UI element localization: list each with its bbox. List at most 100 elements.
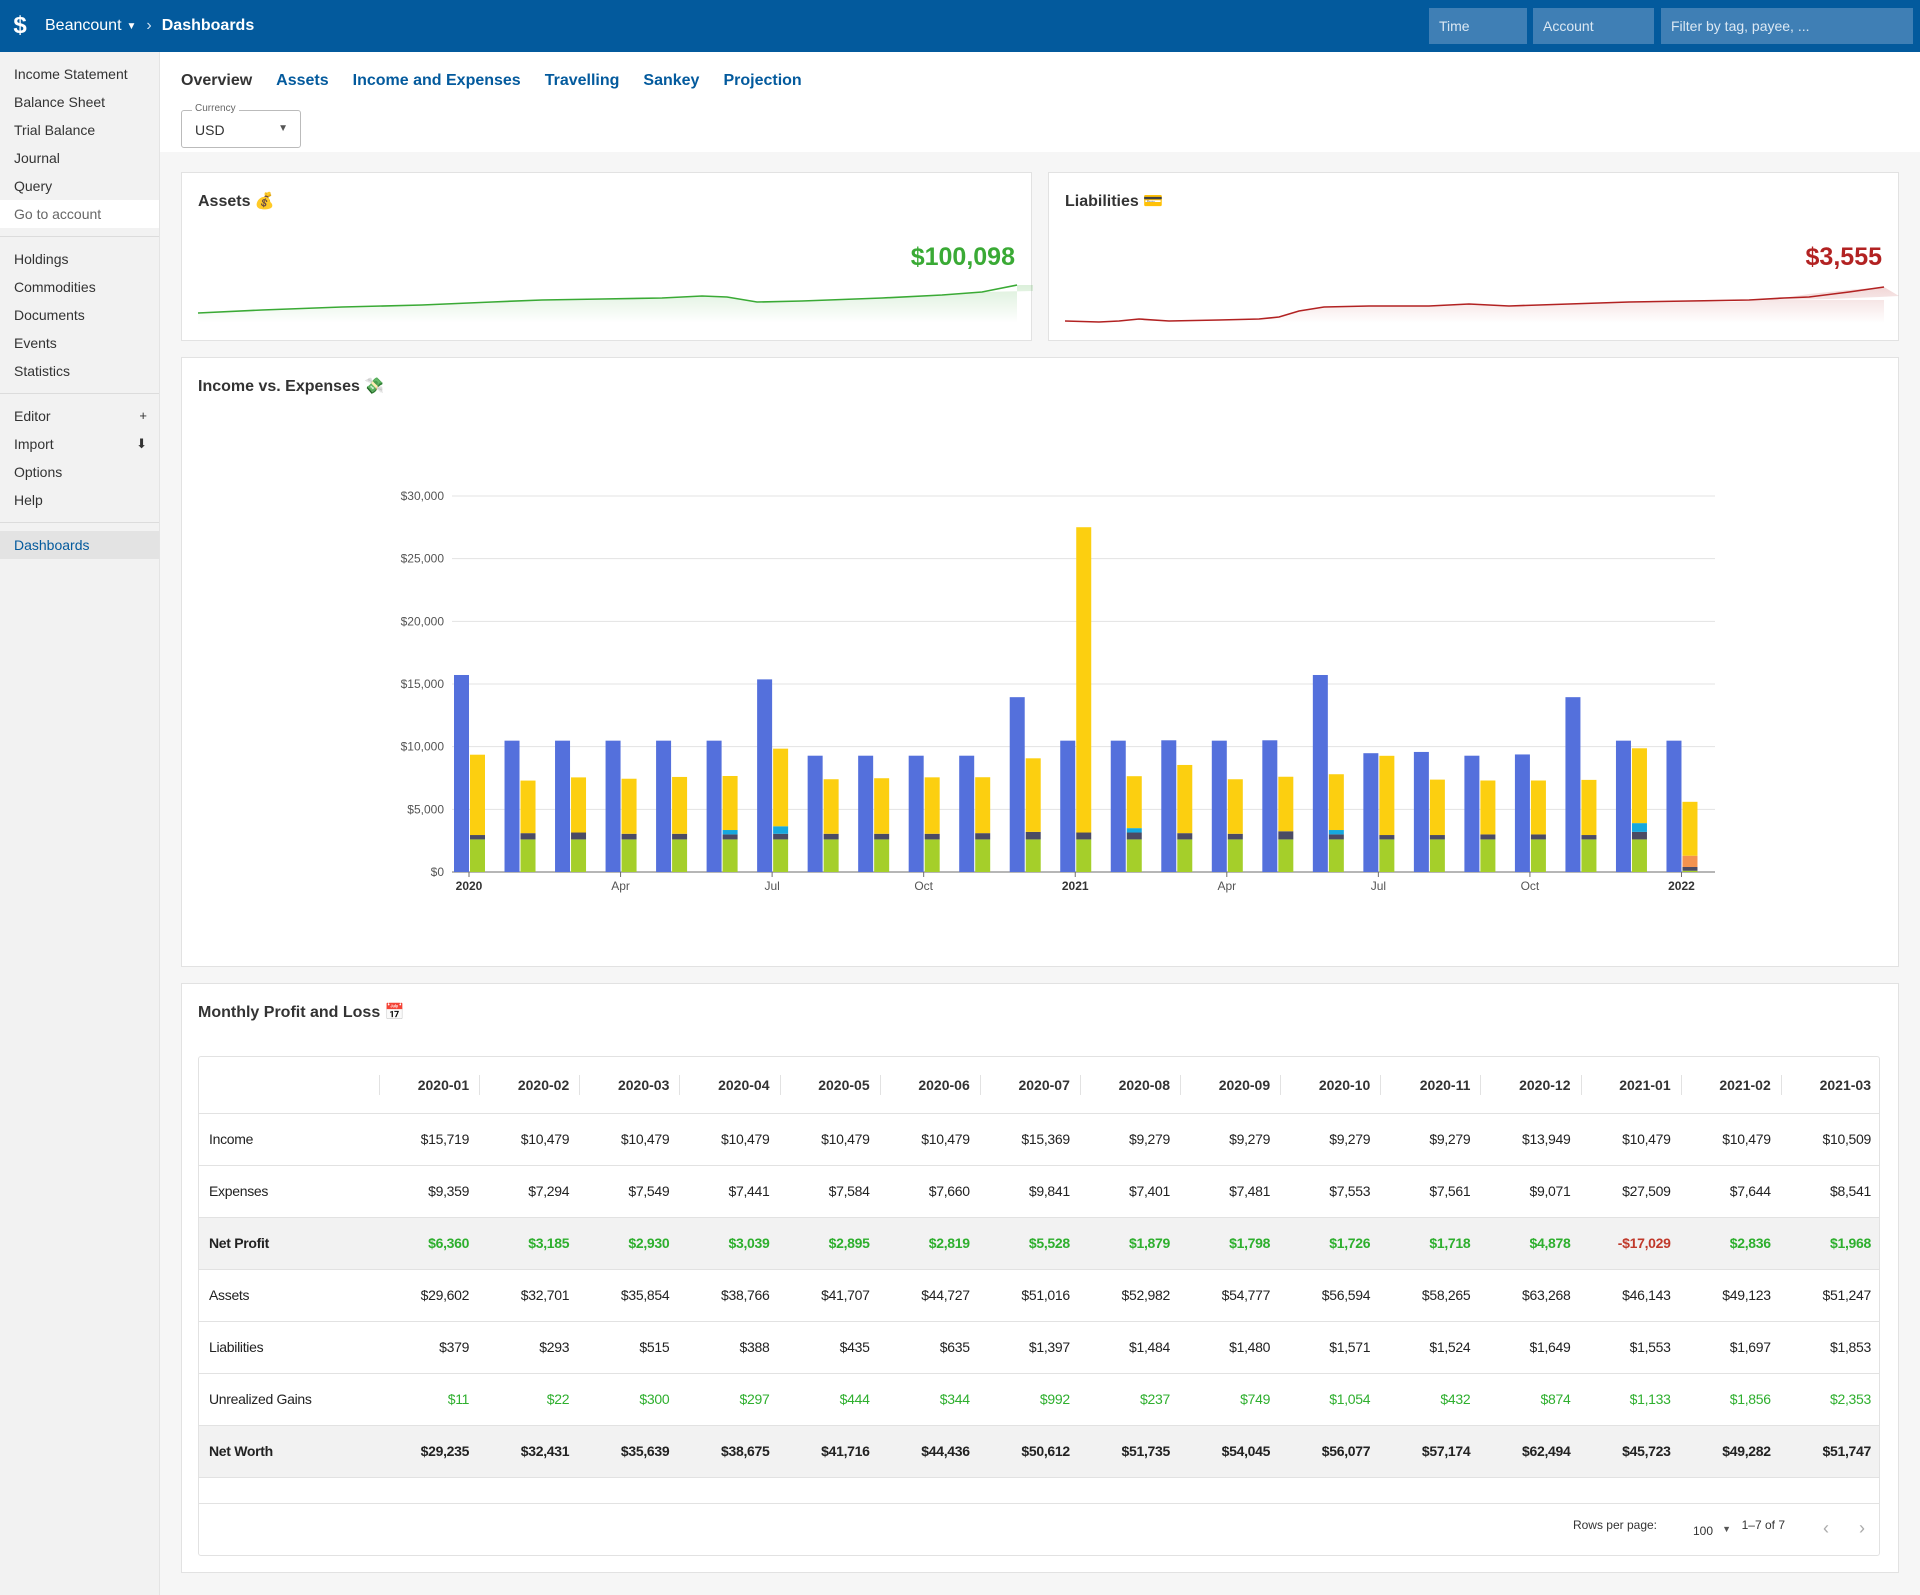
housing-bar[interactable] [1682,870,1698,872]
column-header[interactable]: 2020-11 [1380,1057,1481,1114]
sidebar-item-holdings[interactable]: Holdings [14,251,69,267]
food-bar[interactable] [520,833,536,840]
food-bar[interactable] [621,833,637,840]
column-header[interactable]: 2020-10 [1280,1057,1381,1114]
sidebar-item-import[interactable]: Import ⬇ [0,430,159,458]
other-bar[interactable] [823,779,839,834]
tab-overview[interactable]: Overview [181,72,253,89]
column-header[interactable]: 2020-02 [479,1057,580,1114]
food-bar[interactable] [1581,835,1597,840]
shopping-bar[interactable] [1682,855,1698,867]
housing-bar[interactable] [1429,839,1445,872]
housing-bar[interactable] [823,839,839,872]
caret-down-icon[interactable]: ▼ [126,20,137,32]
other-bar[interactable] [1682,801,1698,856]
housing-bar[interactable] [1227,839,1243,872]
other-bar[interactable] [874,778,890,834]
food-bar[interactable] [773,833,789,840]
other-bar[interactable] [1328,774,1344,831]
housing-bar[interactable] [975,839,991,872]
income-bar[interactable] [504,740,520,872]
sidebar-item-commodities[interactable]: Commodities [14,279,96,295]
other-bar[interactable] [722,775,738,831]
housing-bar[interactable] [924,839,940,872]
income-bar[interactable] [706,740,722,872]
other-bar[interactable] [621,778,637,834]
food-bar[interactable] [470,835,485,840]
sidebar-item-help[interactable]: Help [0,486,159,514]
account-filter-input[interactable]: Account [1533,8,1654,44]
housing-bar[interactable] [1278,839,1294,872]
income-bar[interactable] [858,755,874,872]
other-bar[interactable] [1025,758,1041,832]
other-bar[interactable] [1429,779,1445,836]
column-header[interactable]: 2020-07 [979,1057,1080,1114]
housing-bar[interactable] [722,839,738,872]
column-header[interactable]: 2020-06 [879,1057,980,1114]
go-to-account-input[interactable]: Go to account [0,200,159,228]
food-bar[interactable] [975,833,991,840]
other-bar[interactable] [1076,527,1092,833]
food-bar[interactable] [1227,833,1243,840]
rows-per-page-select[interactable]: 100 [1692,1524,1713,1538]
download-icon[interactable]: ⬇ [136,436,147,451]
travel-bar[interactable] [722,830,738,835]
income-bar[interactable] [555,740,571,872]
income-bar[interactable] [1009,697,1025,872]
income-bar[interactable] [908,755,924,872]
income-bar[interactable] [757,679,773,872]
income-bar[interactable] [959,755,975,872]
other-bar[interactable] [1631,748,1647,824]
food-bar[interactable] [1530,834,1546,840]
next-page-icon[interactable]: › [1859,1518,1865,1538]
housing-bar[interactable] [520,839,536,872]
column-header[interactable]: 2020-12 [1480,1057,1581,1114]
other-bar[interactable] [1530,780,1546,835]
housing-bar[interactable] [1177,839,1193,872]
sidebar-item-documents[interactable]: Documents [14,307,85,323]
food-bar[interactable] [1126,832,1142,840]
sidebar-item-trial-balance[interactable]: Trial Balance [14,122,96,138]
income-bar[interactable] [1363,753,1379,872]
food-bar[interactable] [874,833,890,840]
income-bar[interactable] [1413,751,1429,872]
housing-bar[interactable] [1480,839,1496,872]
tab-travelling[interactable]: Travelling [544,72,620,89]
tab-projection[interactable]: Projection [723,72,802,89]
food-bar[interactable] [1429,835,1445,840]
food-bar[interactable] [1480,834,1496,840]
income-bar[interactable] [1565,697,1581,872]
column-header[interactable]: 2020-08 [1079,1057,1180,1114]
sidebar-item-events[interactable]: Events [14,335,57,351]
sidebar-item-dashboards[interactable]: Dashboards [0,531,159,559]
food-bar[interactable] [722,834,738,840]
tab-assets[interactable]: Assets [276,72,329,89]
food-bar[interactable] [1379,835,1395,840]
housing-bar[interactable] [621,839,637,872]
food-bar[interactable] [1076,832,1092,840]
tab-income-and-expenses[interactable]: Income and Expenses [352,72,521,89]
column-header[interactable]: 2020-04 [679,1057,780,1114]
housing-bar[interactable] [571,839,587,872]
tab-sankey[interactable]: Sankey [643,72,700,89]
housing-bar[interactable] [470,839,485,872]
other-bar[interactable] [975,777,991,834]
other-bar[interactable] [1227,779,1243,834]
beancount-logo-icon[interactable]: $ [13,12,27,39]
plus-icon[interactable]: + [139,408,147,423]
travel-bar[interactable] [1328,830,1344,835]
other-bar[interactable] [924,777,940,834]
food-bar[interactable] [1682,866,1698,871]
income-bar[interactable] [656,740,672,872]
other-bar[interactable] [1379,755,1395,836]
food-bar[interactable] [924,833,940,840]
other-bar[interactable] [672,776,688,834]
income-bar[interactable] [1211,740,1227,872]
housing-bar[interactable] [1631,839,1647,872]
housing-bar[interactable] [1530,839,1546,872]
other-bar[interactable] [773,748,789,827]
food-bar[interactable] [571,832,587,840]
column-header[interactable]: 2021-03 [1780,1057,1879,1114]
food-bar[interactable] [1177,833,1193,840]
column-header[interactable]: 2021-02 [1680,1057,1781,1114]
